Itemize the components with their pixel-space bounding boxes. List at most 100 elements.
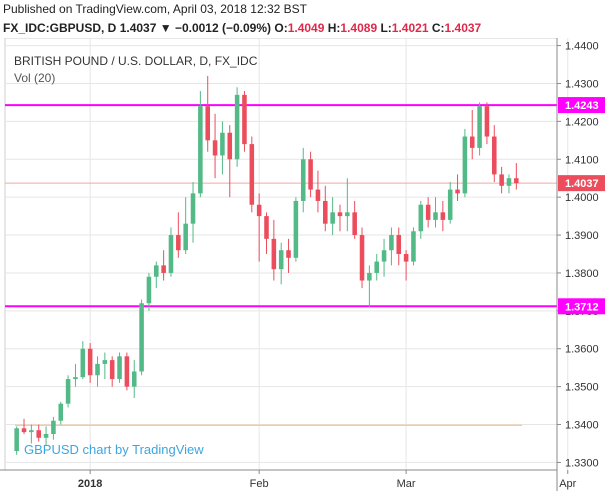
candle-body (433, 212, 438, 220)
candle (440, 200, 446, 232)
y-tick-label: 1.4400 (565, 41, 599, 53)
candle-body (381, 250, 387, 262)
close-value: 1.4037 (444, 21, 482, 35)
candle (87, 343, 93, 383)
candle (411, 227, 416, 266)
candle (109, 356, 115, 387)
y-tick-label: 1.4000 (565, 192, 599, 204)
candle-body (440, 212, 446, 220)
candle-body (161, 265, 166, 273)
legend-volume: Vol (20) (14, 71, 55, 85)
candle (271, 219, 277, 281)
level-price-label-bg (558, 97, 605, 114)
candle (168, 227, 174, 277)
candle (278, 242, 284, 285)
candle-body (359, 235, 365, 281)
candle (95, 356, 100, 387)
current-price-label-bg (558, 175, 605, 192)
candle (469, 110, 475, 160)
candle-body (183, 223, 188, 251)
watermark: GBPUSD chart by TradingView (24, 442, 204, 457)
candle-body (220, 132, 225, 156)
candle (403, 250, 409, 281)
candle-body (131, 371, 137, 387)
candle-body (256, 204, 262, 217)
candle-body (492, 136, 497, 175)
level-price-label: 1.3712 (565, 301, 599, 313)
candle-body (80, 348, 86, 378)
candle (58, 401, 64, 425)
candle-body (146, 276, 152, 304)
candle-body (51, 420, 56, 434)
candle-body (205, 106, 210, 141)
candle (323, 185, 328, 232)
high-label: H: (327, 21, 341, 35)
candle (256, 193, 262, 262)
y-tick-label: 1.3800 (565, 268, 599, 280)
candle (381, 238, 387, 277)
y-tick-label: 1.3500 (565, 382, 599, 394)
candle (433, 197, 438, 228)
symbol-name[interactable]: FX_IDC:GBPUSD, D (3, 21, 117, 35)
candlestick-chart[interactable]: 1.4400 1.4300 1.4200 1.4100 1.4000 1.3900 1.38… (0, 38, 610, 497)
candle-body (293, 200, 299, 258)
publish-info: Published on TradingView.com, April 03, … (3, 2, 307, 16)
candle-body (212, 140, 218, 156)
candle (80, 341, 86, 380)
candle (514, 163, 519, 190)
candle (51, 416, 56, 440)
candle-body (278, 250, 284, 270)
x-tick-label: 2018 (78, 478, 102, 490)
level-price-label-bg (558, 298, 605, 315)
candle-body (124, 356, 130, 387)
candle-body (300, 159, 306, 201)
candle-body (323, 200, 328, 224)
candle (308, 151, 313, 198)
y-tick-label: 1.3300 (565, 457, 599, 469)
candle (21, 418, 27, 434)
candle (359, 227, 365, 289)
candle (418, 200, 424, 239)
open-label: O: (274, 21, 288, 35)
candle (293, 197, 299, 262)
candle (447, 182, 453, 224)
candle-body (154, 265, 159, 277)
candle-body (58, 403, 64, 421)
candle (337, 204, 343, 232)
x-tick-label: Apr (559, 478, 576, 490)
candle-body (109, 360, 115, 380)
candle-body (315, 189, 321, 201)
candles (14, 75, 519, 455)
candle-body (308, 159, 313, 190)
candle-body (21, 428, 27, 433)
candle (286, 238, 291, 273)
candle (73, 363, 78, 387)
candle-body (367, 272, 372, 281)
symbol-line: FX_IDC:GBPUSD, D 1.4037 ▼ −0.0012 (−0.09… (3, 21, 481, 35)
candle (242, 91, 247, 152)
candle-body (455, 189, 460, 194)
candle (352, 200, 357, 239)
candle (300, 147, 306, 213)
candle (146, 272, 152, 311)
candle (36, 424, 41, 442)
candle (499, 166, 504, 194)
candle (462, 128, 468, 198)
legend-title: BRITISH POUND / U.S. DOLLAR, D, FX_IDC (14, 54, 258, 68)
candle (264, 212, 269, 254)
candle-body (447, 189, 453, 220)
candle-body (389, 235, 394, 251)
chart-area[interactable]: 1.4400 1.4300 1.4200 1.4100 1.4000 1.3900 1.38… (0, 38, 610, 497)
candle (425, 197, 431, 228)
candle (139, 299, 144, 376)
low-value: 1.4021 (391, 21, 429, 35)
candle-body (36, 430, 41, 438)
candle (234, 87, 240, 167)
candle (102, 352, 108, 380)
candle-body (514, 178, 519, 184)
low-label: L: (380, 21, 392, 35)
candle (131, 360, 137, 398)
candle-body (352, 212, 357, 236)
candle (205, 75, 210, 152)
candle (14, 426, 19, 455)
